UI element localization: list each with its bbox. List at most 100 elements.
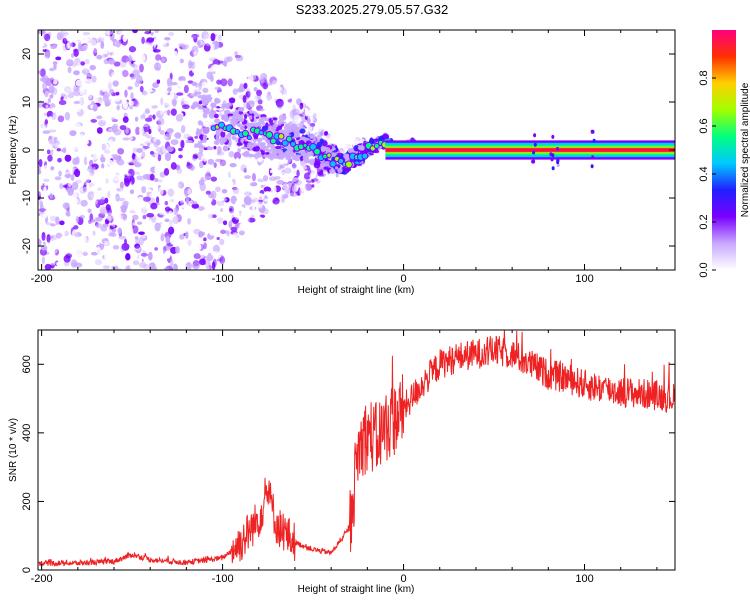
spectrogram-cell — [283, 107, 287, 114]
spectrogram-cell — [82, 109, 91, 115]
spectrogram-cell — [219, 159, 227, 167]
spectrogram-cell — [223, 109, 231, 115]
spectrogram-cell — [42, 169, 47, 177]
spectrogram-cell — [177, 181, 185, 189]
spectrogram-cell — [165, 235, 171, 244]
spectrogram-cell — [132, 69, 140, 77]
spectrogram-cell — [41, 198, 46, 203]
spectrogram-cell — [156, 79, 161, 84]
spectrogram-cell — [261, 142, 266, 146]
spectrogram-cell — [136, 148, 143, 154]
spectrogram-cell — [75, 107, 81, 113]
spectrogram-cell — [50, 126, 55, 131]
spectrogram-cell — [115, 222, 122, 226]
spectrogram-cell — [149, 161, 155, 167]
spectrogram-cell — [159, 186, 164, 195]
colorbar-label: Normalized spectral amplitude — [740, 82, 750, 217]
spectrogram-cell — [157, 179, 163, 183]
spectrogram-cell — [84, 78, 93, 82]
spectrogram-cell — [177, 227, 182, 232]
spectrogram-cell — [59, 60, 68, 66]
spectrogram-cell — [266, 160, 272, 165]
spectrogram-cell — [192, 260, 200, 270]
spectrogram-cell — [77, 62, 81, 71]
spectrogram-cell — [163, 136, 168, 140]
spectrogram-cell — [82, 146, 90, 156]
spectrogram-cell — [154, 30, 160, 34]
spectrogram-cell — [161, 104, 166, 109]
spectrogram-cell — [68, 167, 74, 175]
spectrogram-cell — [115, 212, 122, 222]
spectrogram-cell — [172, 215, 179, 224]
spectrogram-cell — [216, 217, 224, 224]
spectrogram-cell — [142, 157, 149, 163]
spectrogram-cell — [196, 31, 205, 36]
spectrogram-cell — [217, 34, 223, 41]
spectrogram-cell — [136, 266, 140, 270]
spectrogram-cell — [85, 179, 92, 183]
spectrogram-cell — [316, 175, 324, 181]
spectrogram-cell — [304, 114, 308, 120]
spectrogram-cell — [172, 178, 178, 186]
spectrogram-cell — [108, 39, 113, 48]
spectrogram-cell — [138, 237, 144, 246]
spectrogram-cell — [138, 155, 142, 164]
spectrogram-cell — [162, 214, 169, 219]
spectrogram-cell — [201, 209, 210, 215]
spectrogram-cell — [98, 32, 105, 38]
spectrogram-cell — [101, 163, 105, 169]
spectrogram-cell — [139, 63, 144, 73]
spectrogram-cell — [239, 230, 245, 236]
spectrogram-cell — [46, 149, 51, 155]
spectrogram-cell — [217, 91, 223, 101]
spectrogram-cell — [119, 58, 127, 68]
spectrogram-cell — [180, 139, 185, 149]
spectrogram-cell — [85, 134, 91, 140]
spectrogram-cell — [39, 68, 46, 78]
spectrogram-cell — [142, 215, 147, 220]
spectrogram-cell — [186, 161, 190, 166]
spectrogram-cell — [70, 174, 75, 181]
spectrogram-cell — [257, 71, 264, 77]
spectrogram-cell — [171, 82, 178, 86]
spectrogram-cell — [148, 114, 153, 119]
spectrogram-cell — [67, 75, 76, 79]
spectrogram-cell — [102, 47, 109, 55]
spectrogram-cell — [208, 226, 216, 236]
spectrogram-cell — [65, 211, 71, 217]
spectrogram-cell — [299, 128, 306, 134]
colorbar-tick-label: 0.2 — [698, 214, 710, 229]
spectrogram-cell — [162, 245, 171, 251]
spectrogram-cell — [63, 254, 71, 263]
spectrogram-cell — [46, 234, 51, 243]
spectrogram-cell — [54, 248, 59, 256]
spectrogram-cell — [87, 165, 93, 170]
spectrogram-cell — [303, 172, 311, 180]
spectrogram-cell — [115, 193, 120, 202]
colorbar-tick-label: 0.0 — [698, 262, 710, 277]
colorbar-tick-label: 0.4 — [698, 166, 710, 181]
spectrogram-cell — [49, 192, 53, 199]
spectrogram-cell — [43, 164, 49, 172]
spectrogram-cell — [118, 258, 122, 267]
spectrogram-cell — [326, 134, 331, 139]
spectrogram-cell — [135, 126, 141, 136]
spectrogram-cell — [105, 204, 111, 211]
spectrogram-cell — [293, 183, 299, 193]
spectrogram-cell — [216, 108, 224, 111]
spectrogram-cell — [107, 81, 112, 90]
spectrogram-cell — [54, 176, 62, 181]
spectrogram-cell — [138, 53, 146, 62]
spectrogram-cell — [194, 58, 200, 67]
spectrogram-cell — [192, 101, 199, 108]
spectrogram-cell — [265, 122, 269, 129]
spectrogram-cell — [114, 183, 120, 188]
spectrogram-cell — [203, 121, 210, 128]
spectrogram-cell — [179, 65, 183, 74]
spectrogram-cell — [106, 186, 110, 192]
spectrogram-cell — [234, 51, 238, 56]
spectrogram-peak — [309, 143, 317, 151]
spectrogram-cell — [93, 47, 99, 53]
spectrogram-cell — [249, 141, 253, 147]
spectrogram-cell — [55, 138, 63, 147]
